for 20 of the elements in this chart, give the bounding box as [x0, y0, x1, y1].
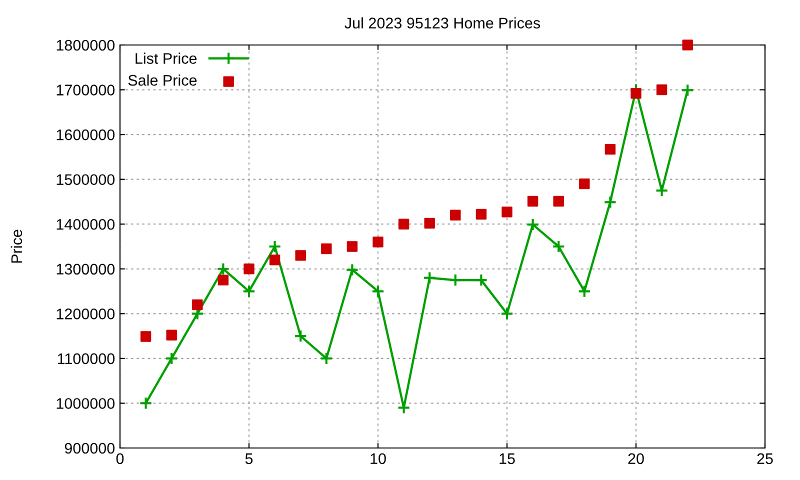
y-tick-label: 900000: [64, 442, 115, 454]
x-tick-label: 15: [500, 453, 515, 464]
chart-title: Jul 2023 95123 Home Prices: [344, 17, 540, 28]
y-tick-label: 1200000: [56, 308, 115, 320]
legend-label: List Price: [136, 52, 197, 64]
x-tick-label: 25: [757, 453, 773, 464]
x-tick-label: 5: [245, 453, 253, 464]
y-tick-label: 1400000: [56, 218, 115, 230]
x-tick-label: 20: [628, 453, 644, 464]
x-tick-label: 10: [370, 453, 386, 464]
legend-label: Sale Price: [128, 74, 197, 86]
x-tick-label: 0: [116, 453, 124, 464]
y-tick-label: 1600000: [56, 129, 115, 140]
y-tick-label: 1500000: [56, 174, 115, 186]
y-tick-label: 1300000: [56, 264, 115, 275]
y-tick-label: 1700000: [56, 84, 115, 96]
y-tick-label: 1000000: [56, 398, 115, 409]
y-tick-label: 1800000: [56, 40, 115, 51]
y-tick-label: 1100000: [58, 353, 115, 364]
y-axis-title: Price: [10, 230, 22, 263]
